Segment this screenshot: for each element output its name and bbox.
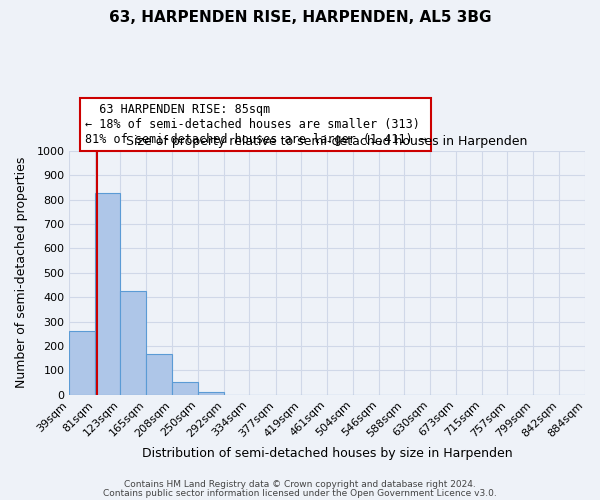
Y-axis label: Number of semi-detached properties: Number of semi-detached properties — [15, 157, 28, 388]
X-axis label: Distribution of semi-detached houses by size in Harpenden: Distribution of semi-detached houses by … — [142, 447, 512, 460]
Text: Contains HM Land Registry data © Crown copyright and database right 2024.: Contains HM Land Registry data © Crown c… — [124, 480, 476, 489]
Bar — [146, 354, 172, 395]
Text: Contains public sector information licensed under the Open Government Licence v3: Contains public sector information licen… — [103, 490, 497, 498]
Text: 63 HARPENDEN RISE: 85sqm
← 18% of semi-detached houses are smaller (313)
81% of : 63 HARPENDEN RISE: 85sqm ← 18% of semi-d… — [85, 103, 427, 146]
Bar — [121, 291, 146, 395]
Title: Size of property relative to semi-detached houses in Harpenden: Size of property relative to semi-detach… — [127, 135, 528, 148]
Bar — [95, 194, 121, 395]
Bar — [172, 382, 198, 395]
Bar — [198, 392, 224, 395]
Bar — [69, 330, 95, 395]
Text: 63, HARPENDEN RISE, HARPENDEN, AL5 3BG: 63, HARPENDEN RISE, HARPENDEN, AL5 3BG — [109, 10, 491, 25]
